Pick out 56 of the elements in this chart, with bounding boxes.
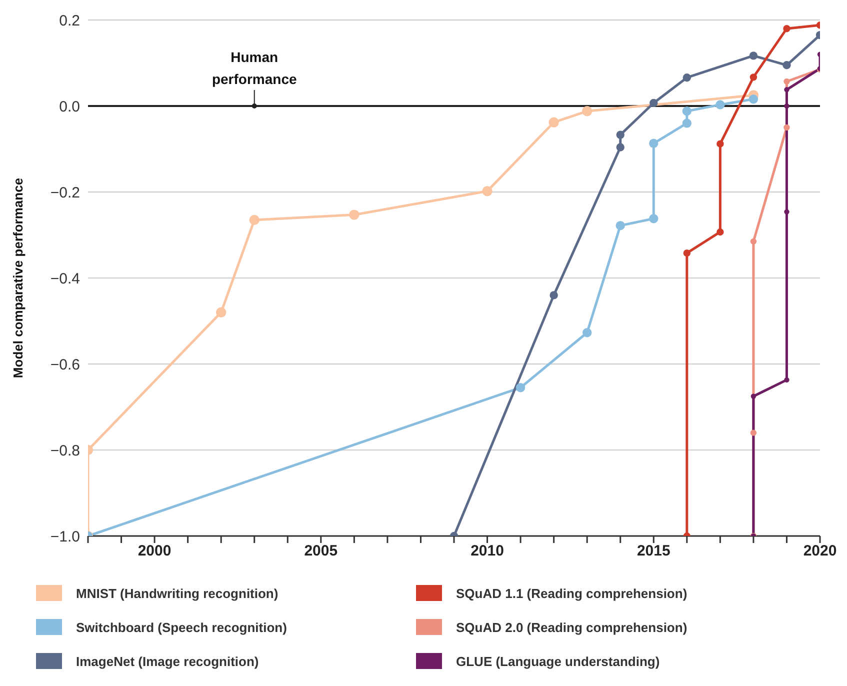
point (616, 130, 624, 139)
point (783, 25, 790, 32)
y-tick-label: −0.4 (50, 270, 80, 288)
point (716, 228, 724, 236)
y-tick-label: −0.2 (50, 184, 80, 202)
y-tick-label: 0.2 (59, 12, 80, 30)
legend-label: MNIST (Handwriting recognition) (76, 586, 278, 600)
point (349, 210, 360, 220)
y-axis-title: Model comparative performance (10, 178, 26, 378)
point (482, 186, 492, 196)
point (548, 117, 559, 128)
x-tick-label: 2005 (304, 542, 338, 560)
point (683, 249, 691, 257)
point (516, 383, 526, 392)
point (750, 430, 757, 436)
x-tick-label: 2020 (803, 542, 837, 560)
point (550, 291, 558, 300)
point (616, 220, 625, 230)
point (650, 98, 658, 108)
point (716, 140, 724, 148)
legend-label: GLUE (Language understanding) (456, 654, 660, 668)
point (749, 52, 758, 60)
legend-label: SQuAD 1.1 (Reading comprehension) (456, 586, 688, 600)
point (649, 138, 658, 148)
point (784, 103, 790, 109)
point (784, 87, 790, 92)
point (682, 74, 692, 82)
y-tick-label: −1.0 (50, 528, 80, 546)
legend-label: ImageNet (Image recognition) (76, 654, 259, 668)
y-tick-label: 0.0 (59, 98, 80, 116)
point (784, 124, 790, 131)
point (716, 100, 725, 110)
point (682, 118, 692, 128)
point (750, 238, 757, 245)
point (216, 307, 226, 318)
y-tick-label: −0.8 (50, 442, 80, 460)
x-tick-label: 2015 (636, 542, 670, 560)
point (750, 74, 758, 81)
point (582, 106, 592, 116)
legend-label: Switchboard (Speech recognition) (76, 620, 287, 634)
point (649, 214, 658, 224)
point (748, 94, 758, 104)
point (750, 394, 756, 399)
point (582, 328, 592, 338)
point (784, 78, 790, 85)
point (782, 61, 791, 70)
point (784, 377, 790, 383)
y-tick-label: −0.6 (50, 356, 80, 374)
point (616, 143, 624, 152)
point (249, 214, 260, 226)
x-tick-label: 2000 (138, 542, 172, 560)
point (682, 106, 692, 116)
point (784, 209, 790, 214)
legend-label: SQuAD 2.0 (Reading comprehension) (456, 620, 688, 634)
annotation: Human performance (212, 49, 297, 87)
x-tick-label: 2010 (470, 542, 504, 560)
